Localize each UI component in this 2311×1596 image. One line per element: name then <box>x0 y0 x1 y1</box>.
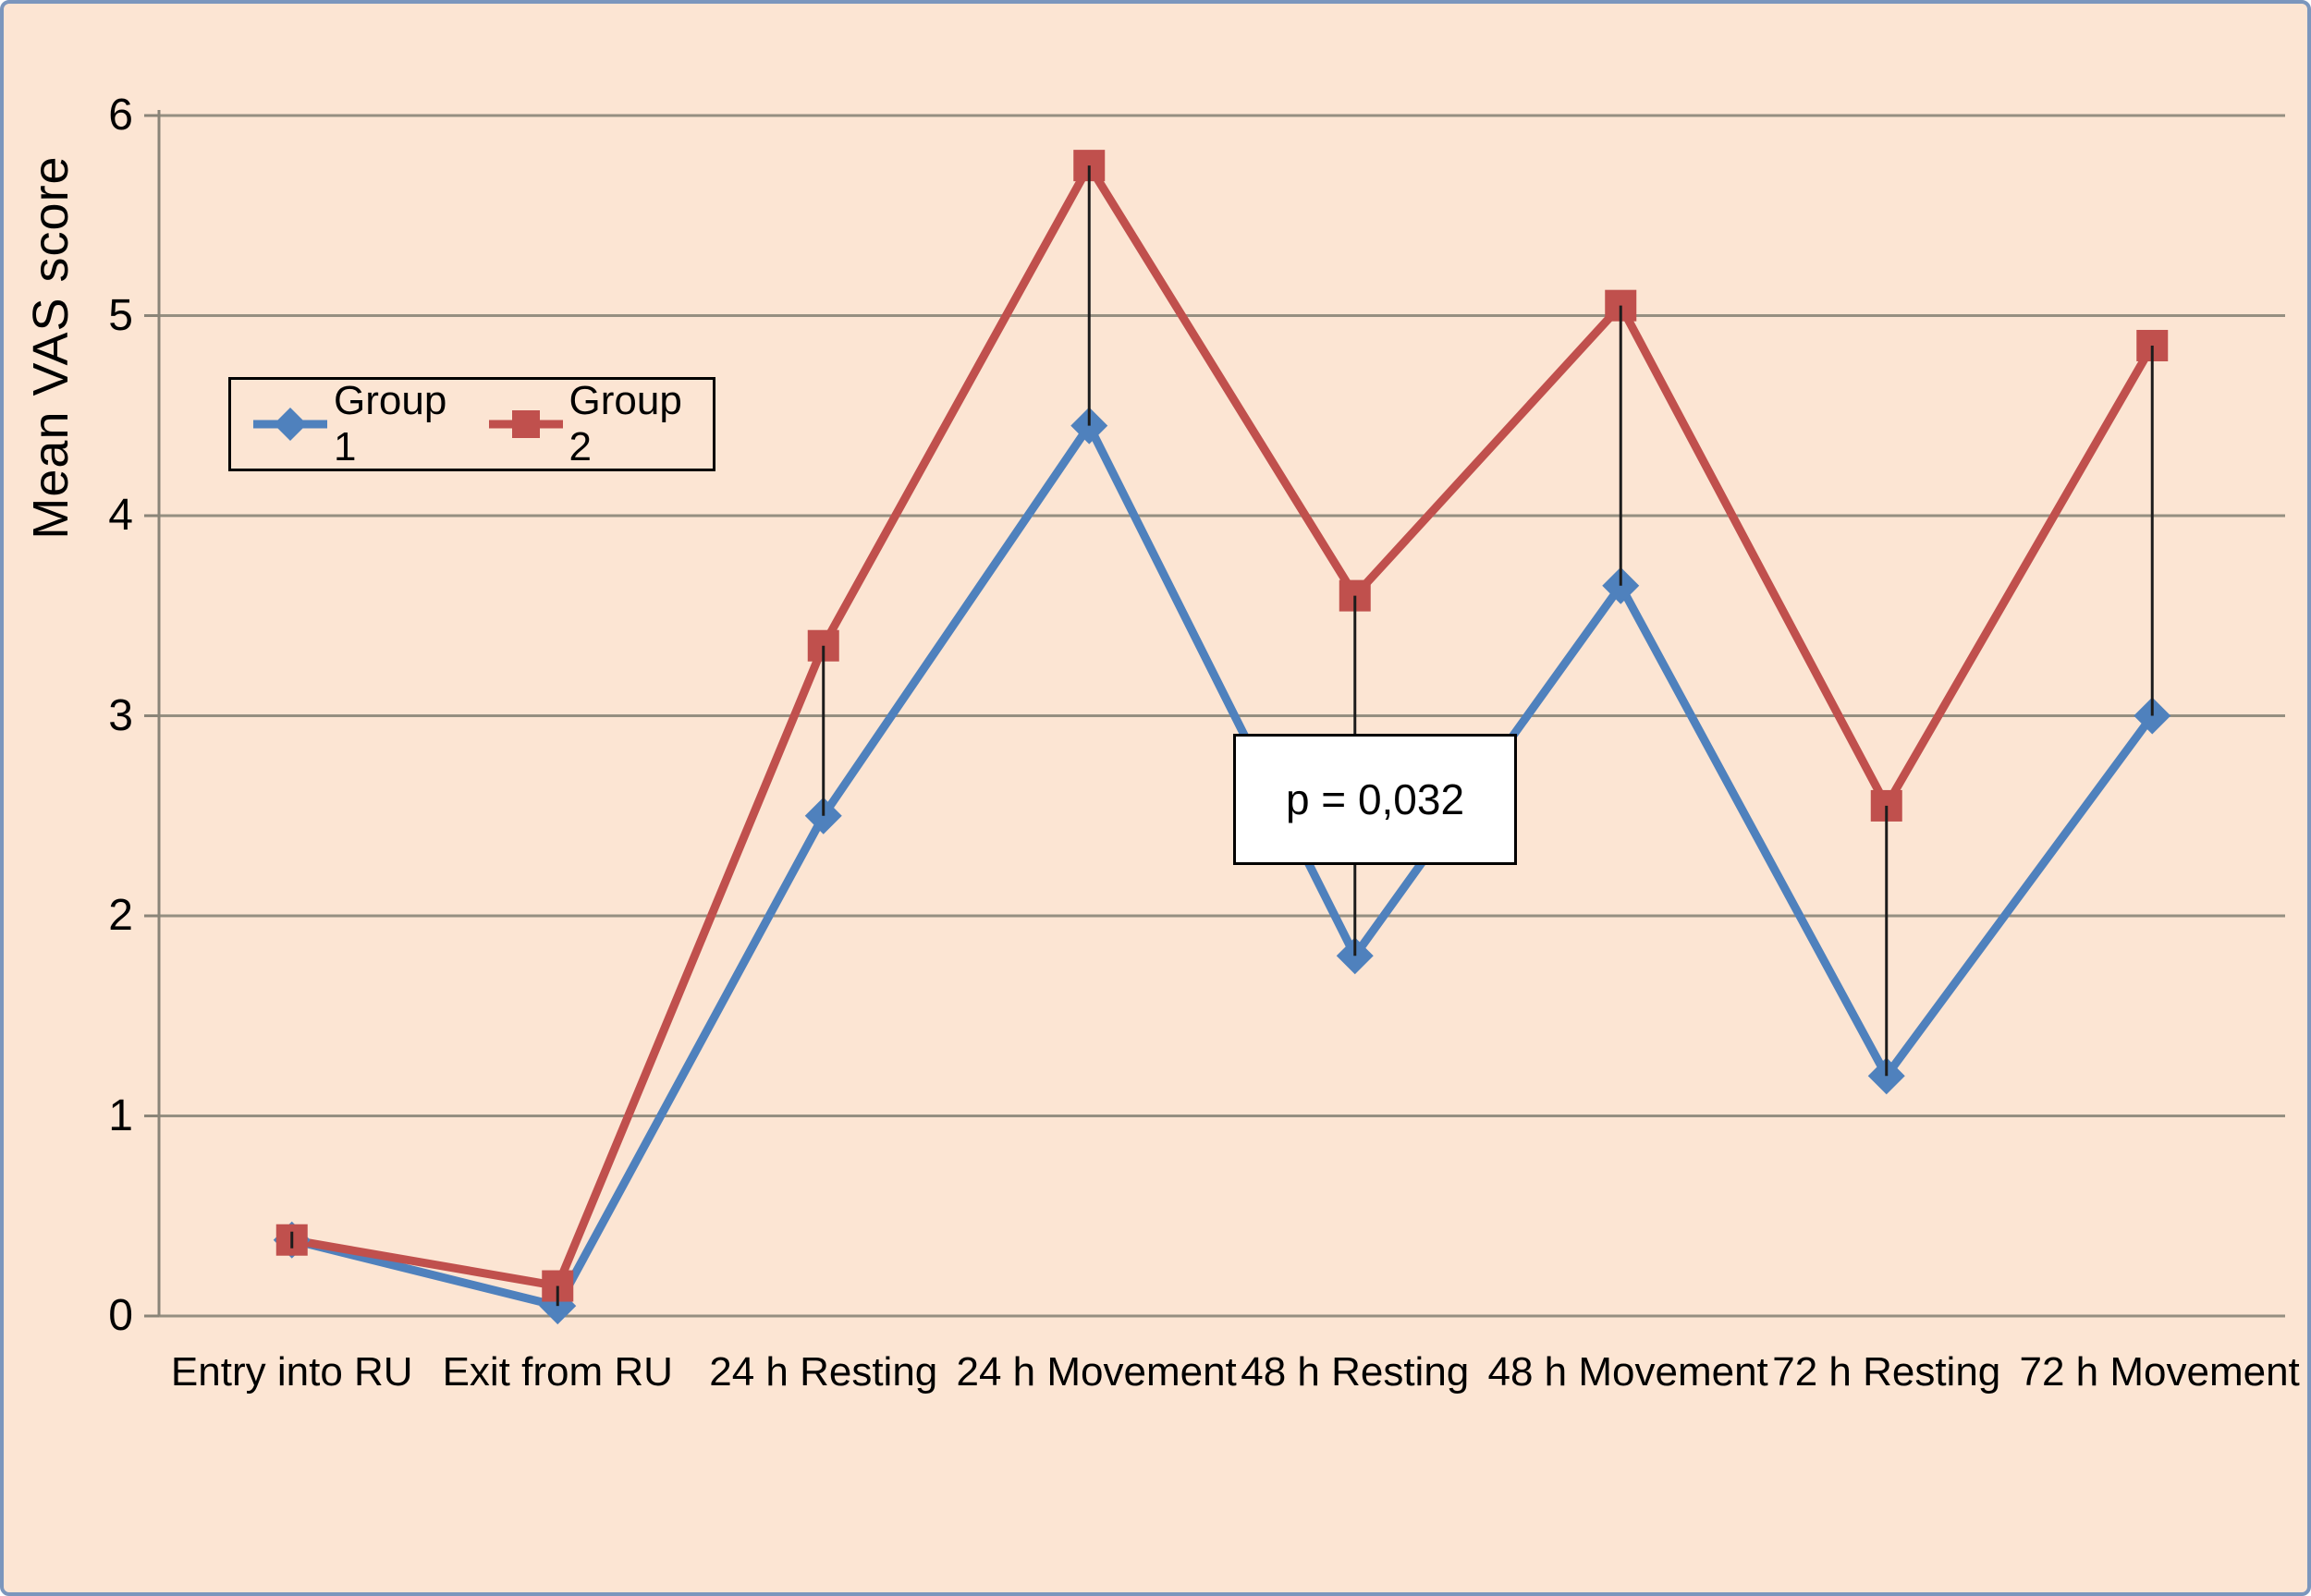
data-point-diamond-series1-4 <box>1336 937 1374 975</box>
annotation-p-value-text: p = 0,032 <box>1285 775 1465 823</box>
x-category-label-0: Entry into RU <box>170 1349 413 1395</box>
y-tick-label-4: 4 <box>108 491 133 540</box>
legend-label-group2: Group 2 <box>569 378 682 469</box>
y-tick-label-6: 6 <box>108 91 133 140</box>
x-category-label-1: Exit from RU <box>442 1349 673 1395</box>
x-category-label-5: 48 h Movement <box>1487 1349 1768 1395</box>
square-marker-icon <box>511 410 540 438</box>
legend-label-group1: Group 1 <box>334 378 447 469</box>
legend-item-group2: Group 2 <box>487 378 703 470</box>
y-tick-label-5: 5 <box>108 290 133 340</box>
diamond-marker-icon <box>274 408 307 441</box>
legend-marker-group1-icon <box>253 408 327 441</box>
y-tick-label-1: 1 <box>108 1090 133 1140</box>
y-tick-label-0: 0 <box>108 1291 133 1340</box>
legend: Group 1 Group 2 <box>228 377 715 471</box>
x-category-label-2: 24 h Resting <box>709 1349 938 1395</box>
x-category-label-7: 72 h Movement <box>2019 1349 2300 1395</box>
chart-canvas <box>144 110 2285 1325</box>
series-line-2 <box>287 161 2157 1291</box>
annotation-p-value: p = 0,032 <box>1233 734 1517 865</box>
legend-item-group1: Group 1 <box>251 378 467 470</box>
y-tick-label-3: 3 <box>108 690 133 740</box>
x-category-label-4: 48 h Resting <box>1241 1349 1470 1395</box>
legend-marker-group2-icon <box>488 410 563 438</box>
y-axis-title: Mean VAS score <box>23 155 79 540</box>
series-line-1 <box>287 421 2157 1310</box>
x-category-label-6: 72 h Resting <box>1772 1349 2001 1395</box>
y-tick-label-2: 2 <box>108 891 133 940</box>
x-category-label-3: 24 h Movement <box>956 1349 1237 1395</box>
